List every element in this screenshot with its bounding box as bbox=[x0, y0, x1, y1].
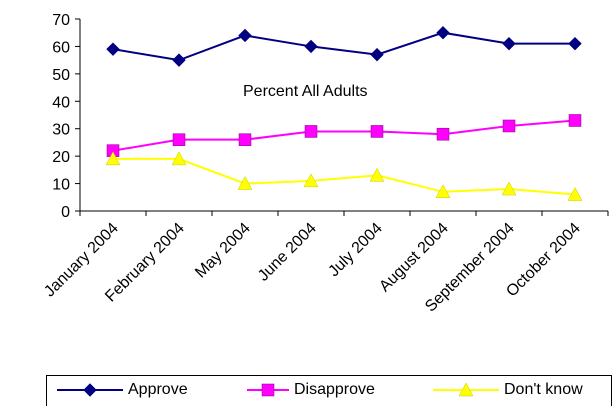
data-point-approve bbox=[304, 39, 318, 54]
legend-label-dont-know: Don't know bbox=[504, 381, 583, 398]
y-tick-label: 70 bbox=[52, 12, 70, 29]
data-point-disapprove bbox=[370, 125, 384, 138]
legend-item-approve: Approve bbox=[55, 376, 188, 404]
x-tick-label: May 2004 bbox=[192, 220, 254, 282]
y-tick-label: 60 bbox=[52, 39, 70, 56]
legend: Approve Disapprove Don't know bbox=[46, 375, 612, 406]
legend-item-dont-know: Don't know bbox=[431, 376, 583, 404]
x-tick-label: July 2004 bbox=[325, 220, 386, 281]
data-point-don-t-know bbox=[171, 151, 187, 166]
legend-label-disapprove: Disapprove bbox=[294, 381, 375, 398]
data-point-don-t-know bbox=[237, 176, 253, 190]
data-point-approve bbox=[370, 47, 384, 62]
data-point-approve bbox=[172, 53, 186, 67]
data-point-don-t-know bbox=[369, 167, 385, 182]
data-point-approve bbox=[106, 42, 120, 56]
data-point-don-t-know bbox=[303, 173, 319, 188]
data-point-don-t-know bbox=[567, 187, 583, 201]
series-line-approve bbox=[112, 31, 575, 62]
y-tick-label: 20 bbox=[52, 149, 70, 166]
series-line-disapprove bbox=[112, 119, 576, 152]
legend-item-disapprove: Disapprove bbox=[245, 376, 375, 404]
data-point-don-t-know bbox=[435, 184, 451, 199]
data-point-disapprove bbox=[304, 125, 318, 138]
data-point-disapprove bbox=[238, 133, 252, 146]
legend-marker-dont-know bbox=[433, 382, 499, 397]
x-tick-label: June 2004 bbox=[255, 220, 320, 285]
legend-marker-approve bbox=[57, 383, 123, 397]
axes bbox=[75, 18, 609, 216]
y-tick-label: 10 bbox=[52, 177, 70, 194]
series-line-don-t-know bbox=[113, 157, 576, 196]
data-point-don-t-know bbox=[105, 151, 121, 166]
y-tick-label: 40 bbox=[52, 94, 70, 111]
chart-annotation: Percent All Adults bbox=[243, 83, 368, 100]
data-point-disapprove bbox=[172, 133, 186, 146]
data-point-approve bbox=[436, 26, 450, 40]
y-tick-label: 30 bbox=[52, 122, 70, 139]
y-tick-label: 50 bbox=[52, 67, 70, 84]
legend-label-approve: Approve bbox=[128, 381, 188, 398]
y-tick-label: 0 bbox=[61, 204, 70, 221]
data-point-approve bbox=[568, 36, 582, 51]
data-point-disapprove bbox=[502, 119, 516, 133]
y-tick-labels: 0 10 20 30 40 50 60 70 bbox=[52, 12, 70, 221]
data-point-disapprove bbox=[436, 127, 450, 141]
series-group bbox=[105, 26, 583, 201]
data-point-don-t-know bbox=[501, 181, 517, 196]
data-point-approve bbox=[238, 28, 252, 43]
legend-marker-disapprove bbox=[247, 383, 289, 397]
data-point-approve bbox=[502, 36, 516, 51]
data-point-disapprove bbox=[568, 114, 582, 127]
